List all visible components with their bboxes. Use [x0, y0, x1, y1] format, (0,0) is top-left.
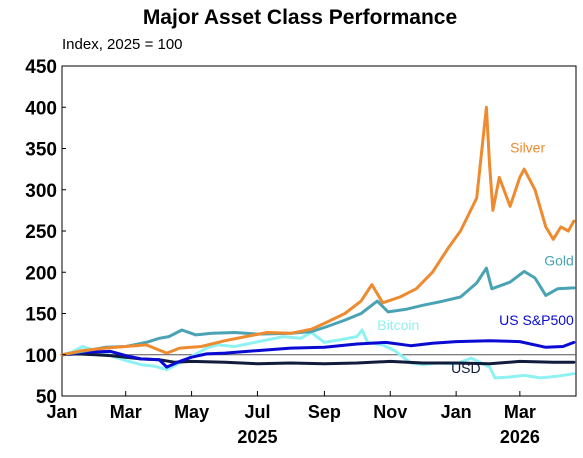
y-tick-label-400: 400: [25, 98, 57, 119]
y-tick-label-450: 450: [25, 57, 57, 78]
y-tick-label-50: 50: [36, 387, 57, 408]
x-tick-label-jul-3: Jul: [244, 402, 270, 422]
y-tick-label-250: 250: [25, 222, 57, 243]
chart-title: Major Asset Class Performance: [143, 6, 457, 29]
y-tick-label-200: 200: [25, 263, 57, 284]
series-line-bitcoin: [60, 328, 576, 380]
series-label-bitcoin: Bitcoin: [377, 317, 419, 333]
y-tick-label-300: 300: [25, 181, 57, 202]
x-axis: Jan Mar May Jul Sep Nov Jan Mar 2025 2026: [46, 391, 540, 447]
series-group: [60, 105, 576, 380]
x-tick-label-sep-4: Sep: [308, 402, 341, 422]
chart-subtitle: Index, 2025 = 100: [62, 36, 183, 53]
y-tick-label-350: 350: [25, 140, 57, 161]
series-labels: Bitcoin USD US S&P500 Gold Silver: [377, 140, 574, 376]
y-axis: 450 400 350 300 250 200 150 100 50: [25, 57, 66, 408]
series-line-usd: [60, 352, 576, 366]
x-tick-label-nov-5: Nov: [373, 402, 407, 422]
series-line-silver: [60, 105, 576, 357]
x-year-label-2025: 2025: [237, 427, 277, 447]
x-tick-label-jan-0: Jan: [46, 402, 77, 422]
y-tick-label-100: 100: [25, 346, 57, 367]
x-tick-label-mar-1: Mar: [110, 402, 142, 422]
series-line-gold: [60, 266, 576, 357]
x-tick-label-jan-6: Jan: [441, 402, 472, 422]
x-tick-label-may-2: May: [174, 402, 209, 422]
series-label-gold: Gold: [544, 253, 574, 269]
series-label-silver: Silver: [510, 140, 545, 156]
y-tick-label-150: 150: [25, 305, 57, 326]
series-label-usd: USD: [451, 360, 481, 376]
x-year-label-2026: 2026: [500, 427, 540, 447]
x-tick-label-mar-7: Mar: [504, 402, 536, 422]
series-label-us-s-p500: US S&P500: [499, 312, 574, 328]
series-line-us-s-p500: [60, 339, 576, 369]
